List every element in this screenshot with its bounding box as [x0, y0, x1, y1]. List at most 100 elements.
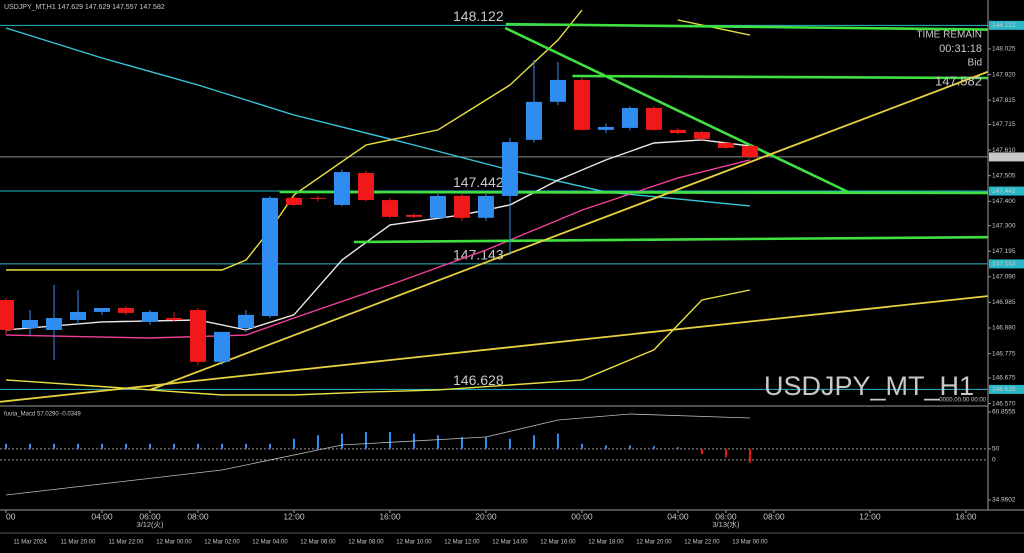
candle-body	[165, 318, 182, 320]
candle-body	[117, 308, 134, 313]
watermark: USDJPY_MT_H1	[764, 371, 974, 401]
y-tick-label: 147.610	[992, 147, 1016, 154]
y-tick-label: 60.8555	[992, 409, 1016, 416]
x-tick-label: 20:00	[475, 511, 497, 521]
symbol-header: USDJPY_MT,H1 147.629 147.629 147.557 147…	[4, 4, 165, 11]
server-time-label: 12 Mar 06:00	[300, 540, 336, 546]
macd-panel: fuuta_Macd 57.0290 -0.0349	[0, 412, 988, 496]
y-tick-label: 147.815	[992, 97, 1016, 104]
server-time-label: 12 Mar 18:00	[588, 540, 624, 546]
candle-body	[0, 299, 14, 330]
server-time-label: 12 Mar 20:00	[636, 540, 672, 546]
level-box	[989, 20, 1024, 30]
indicator-line	[5, 289, 751, 396]
trendline	[572, 74, 988, 80]
date-label: 3/12(火)	[136, 520, 164, 529]
trendline	[0, 295, 988, 403]
y-tick-label: 147.195	[992, 248, 1016, 255]
candle-body	[45, 318, 62, 330]
y-tick-label: 146.880	[992, 325, 1016, 332]
x-tick-label: 16:00	[379, 511, 401, 521]
candle-body	[429, 195, 446, 218]
level-label: 148.122	[453, 8, 504, 24]
candle-body	[597, 126, 614, 130]
candle-body	[717, 143, 734, 148]
x-tick-label: 04:00	[667, 511, 689, 521]
y-tick-label: 50	[992, 446, 1000, 453]
indicator-line	[5, 139, 750, 331]
y-tick-label: 147.715	[992, 121, 1016, 128]
x-tick-label: 16:00	[955, 511, 977, 521]
server-time-label: 12 Mar 04:00	[252, 540, 288, 546]
level-box	[989, 384, 1024, 394]
x-tick-label: 04:00	[91, 511, 113, 521]
server-time-label: 12 Mar 00:00	[156, 540, 192, 546]
x-tick-label: 00:00	[571, 511, 593, 521]
y-tick-label: 147.090	[992, 274, 1016, 281]
server-time-label: 12 Mar 08:00	[348, 540, 384, 546]
server-time-label: 12 Mar 16:00	[540, 540, 576, 546]
candle-body	[21, 319, 38, 328]
indicator-line	[5, 159, 751, 339]
level-axis-label: 147.442	[992, 188, 1016, 195]
time-remain-value: 00:31:18	[939, 43, 982, 55]
x-tick-label: 00	[6, 511, 16, 521]
bid-box	[989, 152, 1024, 162]
candle-body	[381, 200, 398, 217]
candle-body	[309, 197, 326, 199]
level-axis-label: 148.122	[992, 22, 1016, 29]
level-axis-label: 146.628	[992, 386, 1016, 393]
trendline	[353, 235, 988, 244]
candle-body	[141, 311, 158, 322]
level-box	[989, 259, 1024, 269]
x-tick-label: 08:00	[187, 511, 209, 521]
x-tick-label: 06:00	[139, 511, 161, 521]
bid-value: 147.582	[935, 73, 982, 88]
watermark-time: 0000.00.00 00:00	[939, 398, 986, 404]
candle-body	[525, 101, 542, 140]
trendline	[149, 71, 988, 391]
zero-label: 0	[992, 457, 996, 464]
trendline	[504, 26, 849, 194]
level-label: 146.628	[453, 372, 504, 388]
level-label: 147.442	[453, 174, 504, 190]
candle-body	[405, 214, 422, 217]
trendline	[279, 190, 988, 195]
y-tick-label: 34.9602	[992, 497, 1016, 504]
candle-body	[621, 107, 638, 128]
bid-label: Bid	[968, 58, 982, 69]
y-tick-label: 146.570	[992, 400, 1016, 407]
y-tick-label: 147.505	[992, 172, 1016, 179]
candle-body	[333, 172, 350, 205]
candle-body	[741, 145, 758, 157]
y-tick-label: 146.985	[992, 299, 1016, 306]
candle-body	[213, 331, 230, 362]
price-panel: 148.122 147.442 147.143 146.628	[0, 8, 988, 403]
server-time-label: 11 Mar 2024	[13, 540, 47, 546]
indicator-line	[5, 27, 750, 207]
candle-body	[261, 197, 278, 317]
level-box	[989, 186, 1024, 196]
y-tick-label: 148.025	[992, 46, 1016, 53]
server-time-label: 13 Mar 00:00	[732, 540, 768, 546]
server-time-label: 11 Mar 20:00	[61, 540, 97, 546]
candle-body	[69, 311, 86, 320]
candle-body	[93, 308, 110, 312]
candle-body	[501, 142, 518, 196]
level-axis-label: 147.143	[992, 261, 1016, 268]
server-time-label: 12 Mar 02:00	[204, 540, 240, 546]
candle-body	[669, 129, 686, 134]
server-time-label: 12 Mar 22:00	[684, 540, 720, 546]
candle-body	[477, 195, 494, 218]
server-time-label: 11 Mar 22:00	[109, 540, 145, 546]
x-tick-label: 12:00	[283, 511, 305, 521]
y-tick-label: 147.920	[992, 71, 1016, 78]
server-time-label: 12 Mar 14:00	[492, 540, 528, 546]
y-tick-label: 146.775	[992, 350, 1016, 357]
candle-body	[237, 314, 254, 328]
macd-title: fuuta_Macd 57.0290 -0.0349	[4, 412, 81, 418]
y-tick-label: 146.675	[992, 375, 1016, 382]
x-tick-label: 08:00	[763, 511, 785, 521]
